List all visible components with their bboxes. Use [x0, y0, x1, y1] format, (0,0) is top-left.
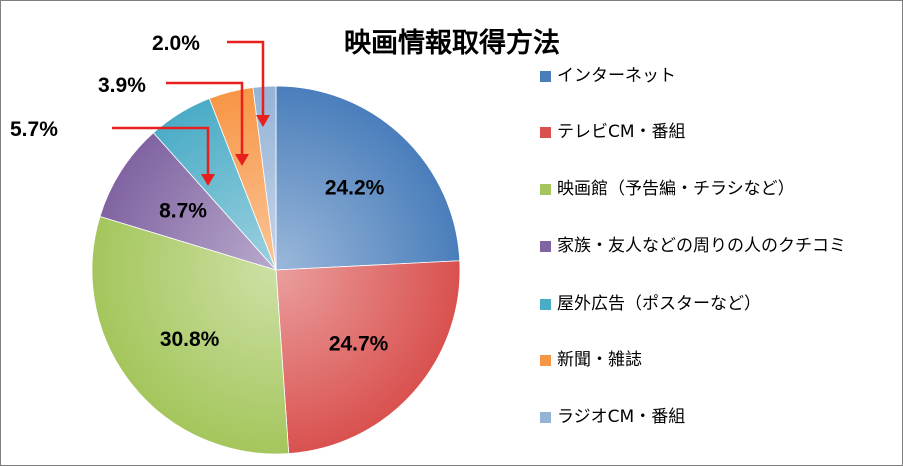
slices-layer	[91, 85, 461, 455]
data-label-word-of-mouth: 8.7%	[159, 200, 207, 223]
legend-label: インターネット	[557, 66, 676, 86]
callout-line-radio-cm	[227, 40, 265, 117]
legend-item-radio-cm: ラジオCM・番組	[540, 405, 880, 429]
pie-slice-tv-cm	[275, 260, 461, 454]
callout-arrowhead-newspaper-magazine	[235, 154, 249, 166]
chart-title: 映画情報取得方法	[344, 27, 560, 59]
legend-label: ラジオCM・番組	[557, 407, 686, 427]
pie-slice-radio-cm	[252, 85, 277, 271]
pie-slice-internet	[275, 85, 461, 271]
data-label-newspaper-magazine: 3.9%	[98, 74, 146, 97]
legend-swatch	[540, 412, 551, 423]
legend-swatch	[540, 184, 551, 195]
callout-arrowhead-radio-cm	[256, 115, 270, 127]
data-label-theater: 30.8%	[160, 328, 220, 351]
legend-label: テレビCM・番組	[557, 122, 686, 142]
pie-slice-word-of-mouth	[99, 132, 278, 271]
legend-swatch	[540, 127, 551, 138]
legend-item-theater: 映画館（予告編・チラシなど）	[540, 177, 880, 201]
legend-swatch	[540, 241, 551, 252]
callout-arrowhead-outdoor-ad	[201, 174, 215, 186]
legend-swatch	[540, 71, 551, 82]
labels-layer: 24.2% 24.7% 30.8% 8.7% 5.7% 3.9% 2.0%	[10, 32, 389, 355]
legend-item-outdoor-ad: 屋外広告（ポスターなど）	[540, 292, 880, 316]
data-label-radio-cm: 2.0%	[152, 32, 200, 55]
data-label-tv-cm: 24.7%	[329, 332, 389, 355]
pie-slice-theater	[91, 215, 290, 455]
data-label-internet: 24.2%	[325, 176, 385, 199]
legend-item-word-of-mouth: 家族・友人などの周りの人のクチコミ	[540, 234, 880, 258]
legend-label: 映画館（予告編・チラシなど）	[557, 179, 795, 199]
legend-item-newspaper-magazine: 新聞・雑誌	[540, 348, 880, 372]
legend-label: 家族・友人などの周りの人のクチコミ	[557, 236, 846, 256]
legend-label: 屋外広告（ポスターなど）	[557, 294, 761, 314]
legend-swatch	[540, 299, 551, 310]
legend-item-tv-cm: テレビCM・番組	[540, 120, 880, 144]
legend-label: 新聞・雑誌	[557, 350, 642, 370]
data-label-outdoor-ad: 5.7%	[10, 118, 58, 141]
legend-swatch	[540, 355, 551, 366]
legend-item-internet: インターネット	[540, 64, 880, 88]
callout-line-outdoor-ad	[112, 126, 210, 176]
callouts-layer	[112, 40, 270, 186]
callout-line-newspaper-magazine	[166, 81, 244, 156]
